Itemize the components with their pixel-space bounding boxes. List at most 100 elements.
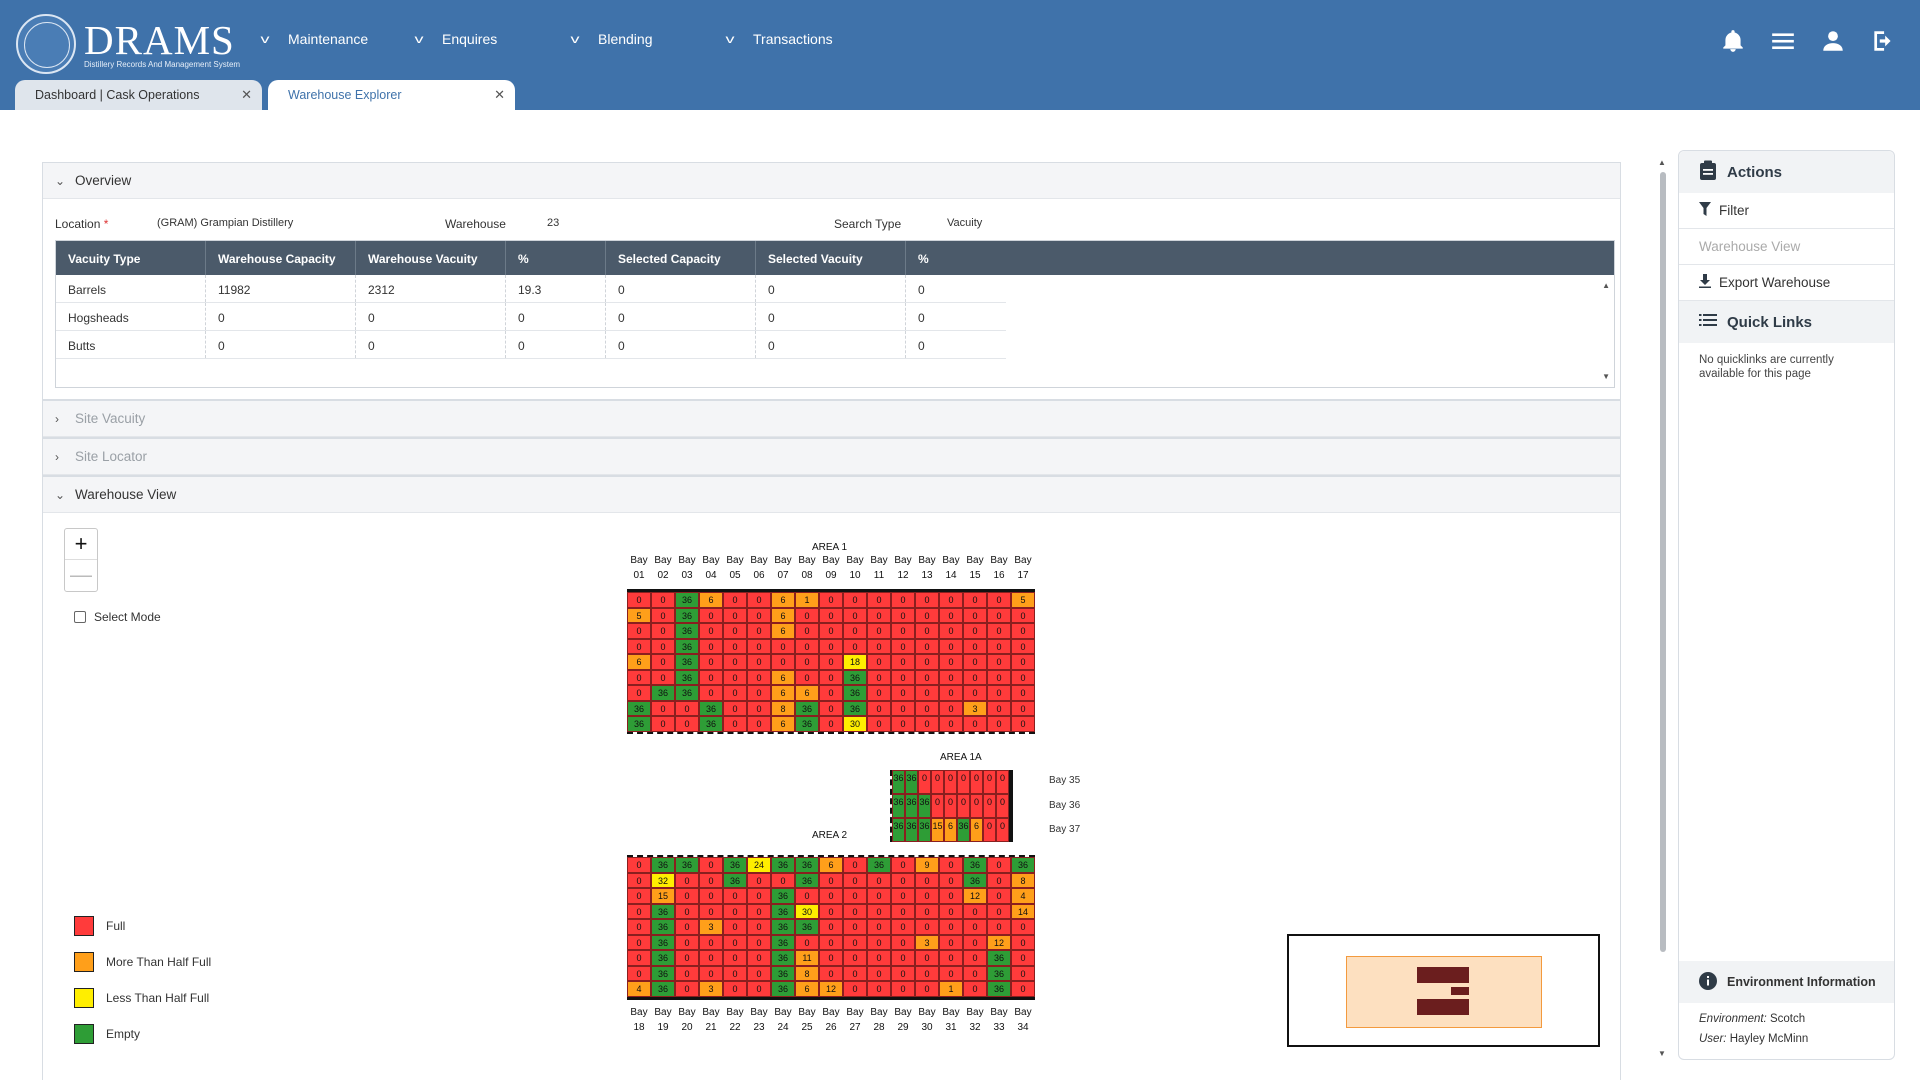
cask-cell[interactable]: 36 <box>627 700 651 716</box>
cask-cell[interactable]: 0 <box>963 950 987 966</box>
cask-cell[interactable]: 0 <box>723 950 747 966</box>
cask-cell[interactable]: 0 <box>891 623 915 639</box>
cask-cell[interactable]: 36 <box>918 794 931 818</box>
cask-cell[interactable]: 36 <box>771 950 795 966</box>
cask-cell[interactable]: 0 <box>891 950 915 966</box>
cask-cell[interactable]: 1 <box>939 981 963 997</box>
cask-cell[interactable]: 0 <box>939 903 963 919</box>
cask-cell[interactable]: 0 <box>675 888 699 904</box>
nav-transactions[interactable]: v Transactions <box>726 31 833 47</box>
cask-cell[interactable]: 0 <box>747 950 771 966</box>
cask-cell[interactable]: 0 <box>795 638 819 654</box>
cask-cell[interactable]: 0 <box>939 592 963 608</box>
cask-cell[interactable]: 0 <box>867 950 891 966</box>
cask-cell[interactable]: 4 <box>627 981 651 997</box>
cask-cell[interactable]: 36 <box>987 981 1011 997</box>
cask-cell[interactable]: 0 <box>915 638 939 654</box>
cask-cell[interactable]: 0 <box>963 607 987 623</box>
minimap-viewport[interactable] <box>1346 956 1542 1028</box>
cask-cell[interactable]: 0 <box>867 654 891 670</box>
cask-cell[interactable]: 0 <box>867 638 891 654</box>
cask-cell[interactable]: 0 <box>795 888 819 904</box>
cask-cell[interactable]: 36 <box>651 857 675 873</box>
cask-cell[interactable]: 0 <box>627 888 651 904</box>
cask-cell[interactable]: 0 <box>915 607 939 623</box>
cask-cell[interactable]: 0 <box>771 638 795 654</box>
cask-cell[interactable]: 0 <box>843 888 867 904</box>
cask-cell[interactable]: 0 <box>867 716 891 732</box>
cask-cell[interactable]: 0 <box>1011 965 1035 981</box>
cask-cell[interactable]: 36 <box>771 965 795 981</box>
cask-cell[interactable]: 0 <box>867 685 891 701</box>
warehouse-view-header[interactable]: ⌄ Warehouse View <box>43 477 1620 513</box>
cask-cell[interactable]: 0 <box>1011 981 1035 997</box>
cask-cell[interactable]: 0 <box>843 950 867 966</box>
cask-cell[interactable]: 0 <box>867 981 891 997</box>
cask-cell[interactable]: 36 <box>795 716 819 732</box>
cask-cell[interactable]: 36 <box>675 857 699 873</box>
cask-cell[interactable]: 0 <box>723 981 747 997</box>
cask-cell[interactable]: 12 <box>963 888 987 904</box>
cask-cell[interactable]: 8 <box>795 965 819 981</box>
cask-cell[interactable]: 0 <box>699 965 723 981</box>
cask-cell[interactable]: 0 <box>651 700 675 716</box>
filter-action[interactable]: Filter <box>1679 193 1894 229</box>
cask-cell[interactable]: 24 <box>747 857 771 873</box>
cask-cell[interactable]: 0 <box>939 607 963 623</box>
cask-cell[interactable]: 0 <box>819 888 843 904</box>
cask-cell[interactable]: 0 <box>1011 934 1035 950</box>
cask-cell[interactable]: 12 <box>819 981 843 997</box>
cask-cell[interactable]: 11 <box>795 950 819 966</box>
cask-cell[interactable]: 0 <box>723 888 747 904</box>
column-header[interactable]: Selected Vacuity <box>756 241 906 275</box>
page-scrollbar[interactable]: ▲ ▼ <box>1658 158 1666 1058</box>
column-header[interactable]: Selected Capacity <box>606 241 756 275</box>
cask-cell[interactable]: 0 <box>843 965 867 981</box>
cask-cell[interactable]: 0 <box>699 638 723 654</box>
cask-cell[interactable]: 0 <box>915 981 939 997</box>
cask-cell[interactable]: 36 <box>651 965 675 981</box>
cask-cell[interactable]: 0 <box>996 770 1009 794</box>
cask-cell[interactable]: 0 <box>939 965 963 981</box>
cask-cell[interactable]: 36 <box>723 857 747 873</box>
cask-cell[interactable]: 0 <box>627 934 651 950</box>
cask-cell[interactable]: 0 <box>970 794 983 818</box>
cask-cell[interactable]: 36 <box>675 607 699 623</box>
cask-cell[interactable]: 0 <box>891 700 915 716</box>
cask-cell[interactable]: 6 <box>771 592 795 608</box>
cask-cell[interactable]: 0 <box>987 716 1011 732</box>
cask-cell[interactable]: 0 <box>723 654 747 670</box>
cask-cell[interactable]: 36 <box>905 794 918 818</box>
cask-cell[interactable]: 0 <box>987 654 1011 670</box>
cask-cell[interactable]: 3 <box>915 934 939 950</box>
cask-cell[interactable]: 0 <box>867 607 891 623</box>
cask-cell[interactable]: 0 <box>987 592 1011 608</box>
cask-cell[interactable]: 0 <box>747 592 771 608</box>
user-icon[interactable] <box>1820 28 1846 54</box>
cask-cell[interactable]: 0 <box>627 638 651 654</box>
cask-cell[interactable]: 36 <box>843 700 867 716</box>
cask-cell[interactable]: 15 <box>651 888 675 904</box>
cask-cell[interactable]: 6 <box>795 981 819 997</box>
cask-cell[interactable]: 36 <box>723 872 747 888</box>
cask-cell[interactable]: 6 <box>771 607 795 623</box>
cask-cell[interactable]: 0 <box>891 685 915 701</box>
cask-cell[interactable]: 36 <box>771 888 795 904</box>
cask-cell[interactable]: 0 <box>843 638 867 654</box>
cask-cell[interactable]: 0 <box>915 669 939 685</box>
cask-cell[interactable]: 0 <box>891 934 915 950</box>
cask-cell[interactable]: 0 <box>819 700 843 716</box>
cask-cell[interactable]: 36 <box>651 903 675 919</box>
cask-cell[interactable]: 0 <box>747 669 771 685</box>
cask-cell[interactable]: 0 <box>939 700 963 716</box>
cask-cell[interactable]: 0 <box>987 919 1011 935</box>
cask-cell[interactable]: 0 <box>771 872 795 888</box>
cask-cell[interactable]: 0 <box>699 607 723 623</box>
cask-cell[interactable]: 0 <box>931 770 944 794</box>
cask-cell[interactable]: 0 <box>931 794 944 818</box>
cask-cell[interactable]: 6 <box>771 623 795 639</box>
cask-cell[interactable]: 0 <box>675 965 699 981</box>
cask-cell[interactable]: 36 <box>892 794 905 818</box>
cask-cell[interactable]: 0 <box>819 669 843 685</box>
cask-cell[interactable]: 0 <box>983 818 996 842</box>
